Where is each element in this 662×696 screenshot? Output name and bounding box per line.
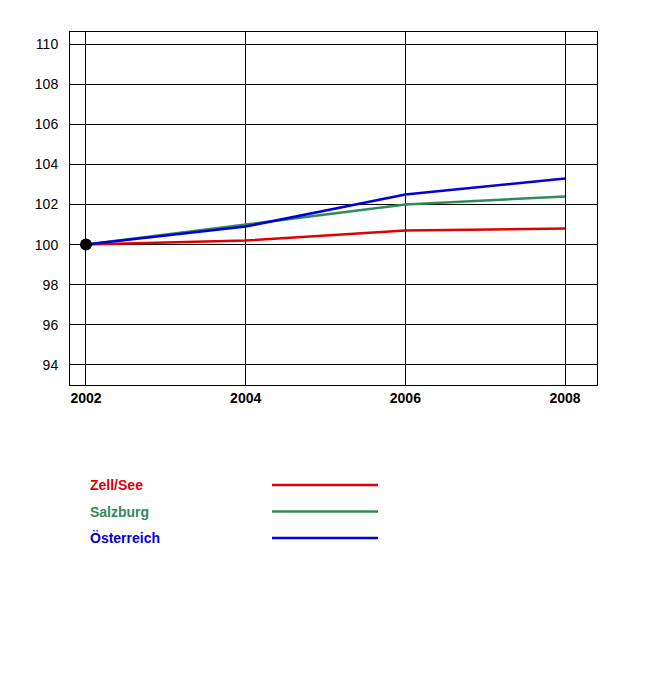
svg-text:100: 100: [35, 237, 59, 253]
svg-text:Österreich: Österreich: [90, 530, 160, 546]
svg-text:106: 106: [35, 116, 59, 132]
svg-text:2006: 2006: [390, 390, 421, 406]
svg-text:108: 108: [35, 76, 59, 92]
svg-text:102: 102: [35, 196, 59, 212]
svg-text:Salzburg: Salzburg: [90, 504, 149, 520]
svg-text:2004: 2004: [230, 390, 261, 406]
svg-text:2002: 2002: [70, 390, 101, 406]
svg-text:2008: 2008: [549, 390, 580, 406]
svg-text:104: 104: [35, 156, 59, 172]
svg-text:94: 94: [43, 357, 59, 373]
svg-text:98: 98: [43, 277, 59, 293]
svg-text:110: 110: [36, 36, 59, 52]
svg-text:96: 96: [43, 317, 59, 333]
svg-text:Zell/See: Zell/See: [90, 477, 143, 493]
